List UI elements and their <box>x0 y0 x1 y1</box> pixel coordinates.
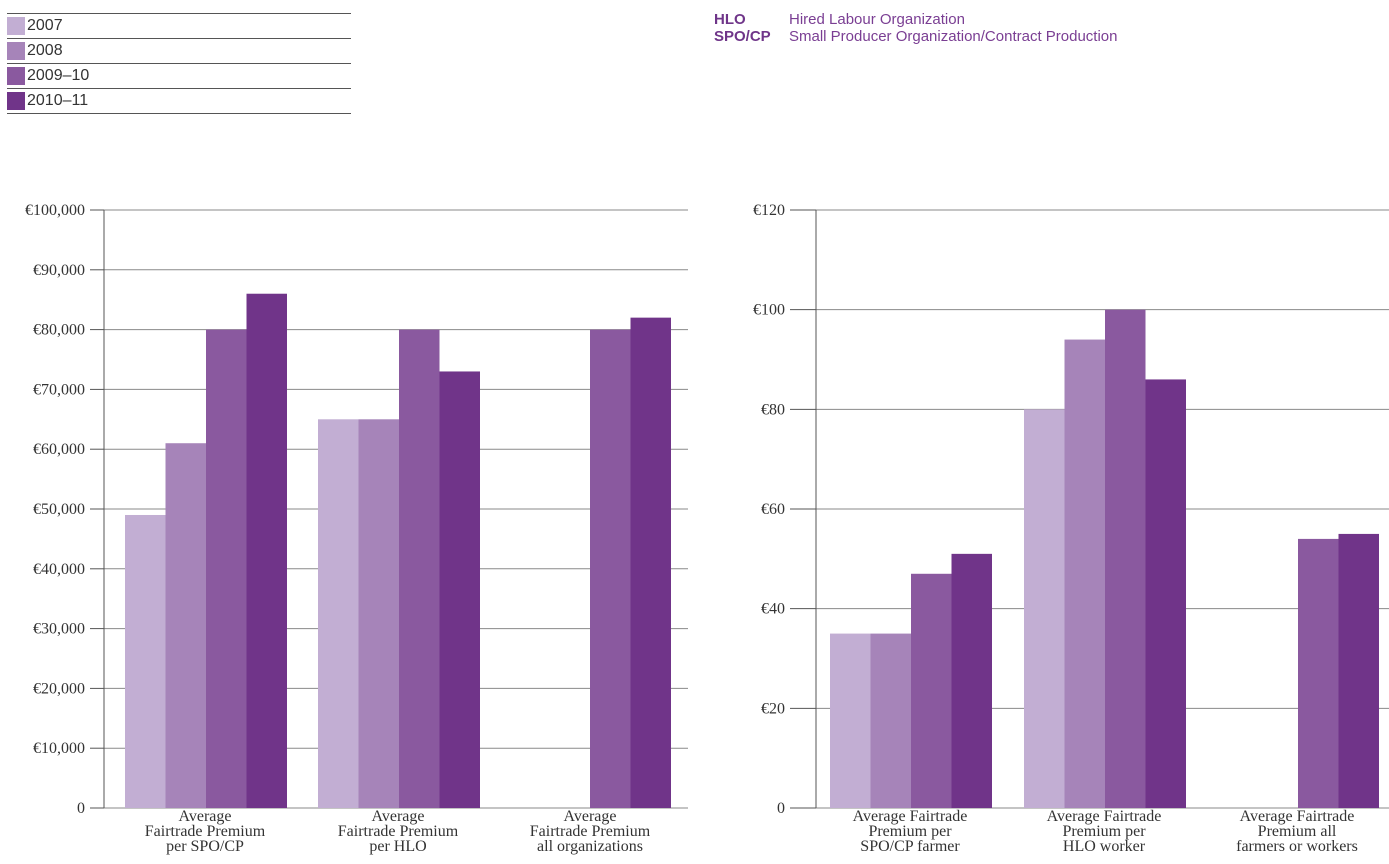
abbreviation-row-hlo: HLO Hired Labour Organization <box>714 11 1118 28</box>
x-category-label: Fairtrade Premium <box>338 823 459 840</box>
bar <box>246 293 287 809</box>
legend-swatch <box>7 42 25 60</box>
legend-label: 2007 <box>27 17 63 34</box>
y-tick-label: €70,000 <box>33 381 85 398</box>
bar <box>165 443 206 808</box>
abbreviation-value-spo: Small Producer Organization/Contract Pro… <box>789 28 1118 45</box>
y-tick-label: €80,000 <box>33 322 85 339</box>
bar <box>830 633 871 808</box>
x-category-label: all organizations <box>537 838 643 855</box>
bar <box>125 514 166 808</box>
y-tick-label: €30,000 <box>33 621 85 638</box>
y-tick-label: €50,000 <box>33 501 85 518</box>
x-category-label: Fairtrade Premium <box>530 823 651 840</box>
x-category-label: per SPO/CP <box>166 838 244 855</box>
legend-label: 2009–10 <box>27 67 90 84</box>
x-category-label: Premium all <box>1258 823 1337 840</box>
bar <box>399 329 440 808</box>
abbreviation-value-hlo: Hired Labour Organization <box>789 11 965 28</box>
bar <box>1145 379 1186 808</box>
x-category-label: Average <box>179 808 232 825</box>
abbreviation-key: HLO Hired Labour Organization SPO/CP Sma… <box>714 11 1118 45</box>
abbreviation-key-hlo: HLO <box>714 11 746 28</box>
x-category-label: farmers or workers <box>1236 838 1358 855</box>
bar <box>1338 533 1379 808</box>
y-tick-label: €80 <box>761 401 785 418</box>
abbreviation-key-spo: SPO/CP <box>714 28 771 45</box>
legend-swatch <box>7 67 25 85</box>
y-tick-label: €40,000 <box>33 561 85 578</box>
y-tick-label: 0 <box>777 800 785 817</box>
x-category-label: Average <box>564 808 617 825</box>
legend-item: 2010–11 <box>7 88 351 114</box>
bar <box>1064 339 1105 808</box>
x-category-label: HLO worker <box>1063 838 1146 855</box>
x-category-label: Average Fairtrade <box>1240 808 1355 825</box>
bar <box>318 419 359 808</box>
y-tick-label: €60,000 <box>33 441 85 458</box>
abbreviation-row-spo: SPO/CP Small Producer Organization/Contr… <box>714 28 1118 45</box>
legend-label: 2008 <box>27 42 63 59</box>
y-tick-label: €120 <box>753 202 785 219</box>
bar <box>911 573 952 808</box>
bar <box>206 329 247 808</box>
y-tick-label: 0 <box>77 800 85 817</box>
y-tick-label: €20,000 <box>33 680 85 697</box>
bar <box>590 329 631 808</box>
bar <box>358 419 399 808</box>
x-category-label: Average Fairtrade <box>853 808 968 825</box>
bar <box>1298 538 1339 808</box>
x-category-label: SPO/CP farmer <box>860 838 960 855</box>
legend-item: 2008 <box>7 38 351 63</box>
y-tick-label: €100 <box>753 302 785 319</box>
x-category-label: Premium per <box>1062 823 1146 840</box>
y-tick-label: €10,000 <box>33 740 85 757</box>
x-category-label: Average <box>372 808 425 825</box>
y-tick-label: €40 <box>761 601 785 618</box>
legend-swatch <box>7 17 25 35</box>
bar <box>630 317 671 808</box>
x-category-label: Fairtrade Premium <box>145 823 266 840</box>
bar <box>439 371 480 808</box>
x-category-label: Average Fairtrade <box>1047 808 1162 825</box>
y-tick-label: €100,000 <box>25 202 85 219</box>
legend-item: 2007 <box>7 13 351 38</box>
bar <box>1105 309 1146 808</box>
bar <box>1024 409 1065 808</box>
legend: 2007 2008 2009–10 2010–11 <box>7 13 351 114</box>
bar <box>951 553 992 808</box>
legend-swatch <box>7 92 25 110</box>
x-category-label: Premium per <box>868 823 952 840</box>
y-tick-label: €90,000 <box>33 262 85 279</box>
bar <box>870 633 911 808</box>
x-category-label: per HLO <box>369 838 426 855</box>
y-tick-label: €20 <box>761 700 785 717</box>
legend-label: 2010–11 <box>27 92 89 109</box>
legend-item: 2009–10 <box>7 63 351 88</box>
y-tick-label: €60 <box>761 501 785 518</box>
